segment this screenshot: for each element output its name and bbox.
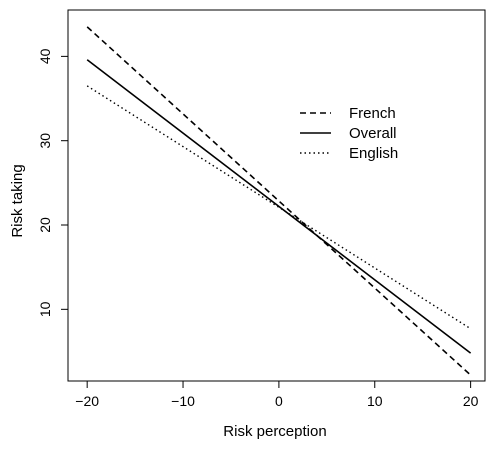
legend-label-overall: Overall [349,125,397,142]
x-tick-label: −20 [75,393,99,409]
y-tick-label: 20 [37,217,53,233]
legend-label-english: English [349,145,398,162]
y-tick-label: 30 [37,133,53,149]
series-line-overall [86,59,472,354]
x-tick-label: 10 [367,393,383,409]
series-line-french [86,26,472,376]
plot-area-border [67,9,486,382]
x-tick-label: 0 [275,393,283,409]
y-tick-label: 10 [37,301,53,317]
legend-label-french: French [349,105,396,122]
y-axis-ticks: 10 20 30 40 [37,48,68,317]
x-tick-label: −10 [171,393,195,409]
series-lines [86,26,472,376]
legend: French Overall English [300,105,398,162]
x-axis-ticks: −20 −10 0 10 20 [75,381,479,409]
series-line-english [86,85,471,330]
y-axis-label: Risk taking [9,164,26,237]
x-tick-label: 20 [463,393,479,409]
x-axis-label: Risk perception [223,423,326,440]
y-tick-label: 40 [37,48,53,64]
